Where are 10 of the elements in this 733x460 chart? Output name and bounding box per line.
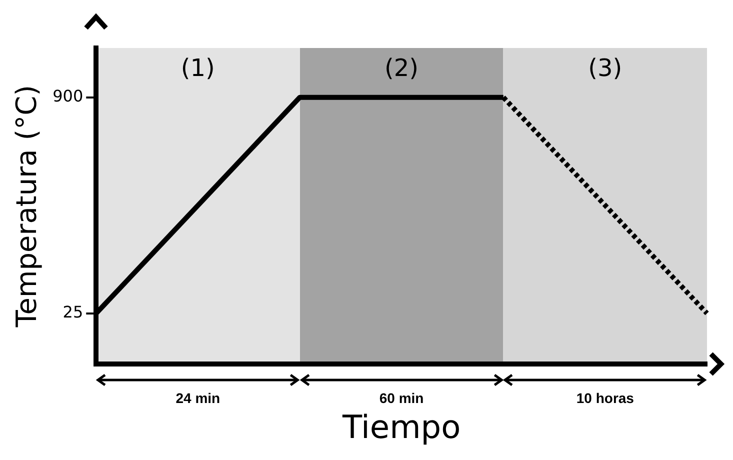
y-axis-title: Temperatura (°C) xyxy=(10,84,44,328)
y-tick-label: 900 xyxy=(52,86,84,106)
annotation: (3) xyxy=(587,54,624,82)
x-axis-title: Tiempo xyxy=(341,408,462,446)
text: 10 horas xyxy=(575,390,635,406)
annotation: (1) xyxy=(180,54,216,82)
y-tick-label: 25 xyxy=(62,302,84,322)
annotation: (2) xyxy=(384,54,420,82)
text: 60 min xyxy=(378,390,425,406)
text: 24 min xyxy=(174,390,222,406)
